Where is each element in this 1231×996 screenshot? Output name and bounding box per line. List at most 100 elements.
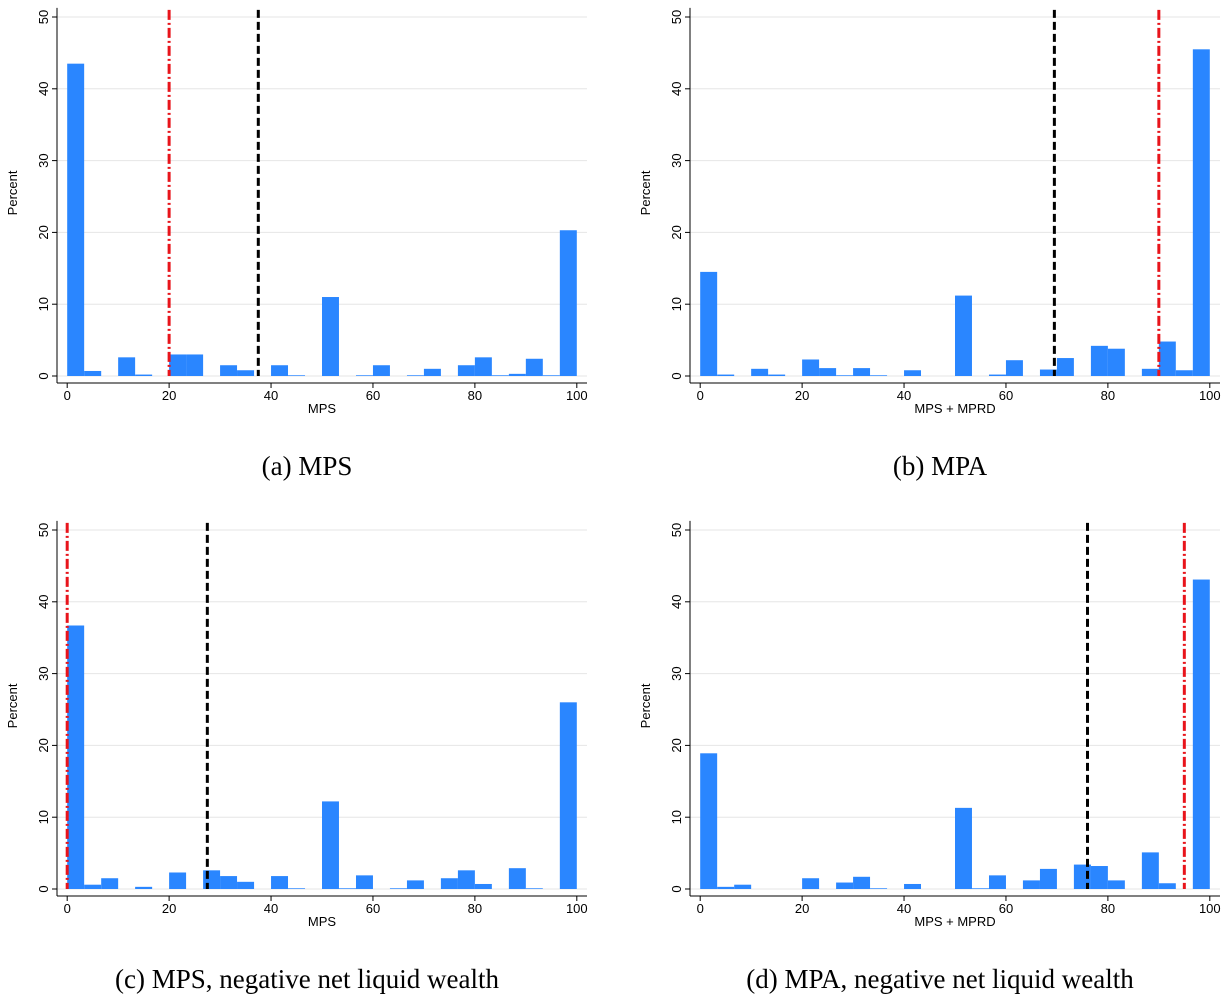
- bar: [322, 801, 339, 889]
- bar: [717, 374, 735, 376]
- bar: [474, 357, 492, 376]
- bar: [525, 358, 543, 376]
- bar: [237, 370, 255, 376]
- bar: [288, 888, 306, 889]
- bar: [355, 375, 373, 376]
- bar: [322, 297, 339, 376]
- bar: [457, 365, 475, 376]
- bar: [853, 876, 871, 889]
- panel: 0 10 20 30 40 50 0 20 40 60 80 100 MPS + MPRD Percent…: [638, 7, 1221, 481]
- bar: [988, 875, 1006, 889]
- bar: [971, 888, 989, 889]
- y-tick-label: 30: [36, 153, 51, 167]
- x-tick-label: 20: [795, 901, 809, 916]
- bar: [1192, 579, 1210, 889]
- bar: [853, 368, 871, 376]
- bar: [220, 365, 238, 376]
- bar: [1090, 345, 1108, 376]
- x-tick-label: 100: [1199, 388, 1221, 403]
- bar: [474, 883, 492, 889]
- bar: [1158, 341, 1176, 376]
- y-tick-label: 20: [36, 225, 51, 239]
- bar: [768, 374, 786, 376]
- bar: [389, 888, 407, 889]
- bar: [169, 872, 187, 889]
- bar: [457, 870, 475, 889]
- bar: [118, 357, 136, 376]
- bar: [559, 230, 577, 376]
- bar: [220, 876, 238, 889]
- x-tick-label: 60: [366, 388, 380, 403]
- bar: [508, 868, 526, 889]
- x-tick-label: 20: [795, 388, 809, 403]
- y-tick-label: 20: [36, 738, 51, 752]
- bar: [288, 375, 306, 376]
- x-tick-label: 0: [697, 901, 704, 916]
- bar: [491, 375, 509, 376]
- bar: [870, 888, 888, 889]
- bar: [1090, 866, 1108, 889]
- bar: [406, 375, 424, 376]
- bar: [802, 359, 820, 376]
- x-tick-label: 0: [697, 388, 704, 403]
- caption: (d) MPA, negative net liquid wealth: [746, 964, 1134, 994]
- bar: [955, 295, 972, 376]
- x-tick-label: 40: [897, 901, 911, 916]
- bar: [525, 888, 543, 889]
- x-tick-label: 40: [897, 388, 911, 403]
- caption: (a) MPS: [262, 451, 353, 481]
- bar: [355, 875, 373, 889]
- bar: [271, 876, 289, 889]
- bar: [406, 880, 424, 889]
- caption: (b) MPA: [893, 451, 988, 481]
- x-tick-label: 20: [162, 388, 176, 403]
- x-tick-label: 40: [264, 388, 278, 403]
- bar: [271, 365, 289, 376]
- y-tick-label: 0: [36, 885, 51, 892]
- panel: 0 10 20 30 40 50 0 20 40 60 80 100 MPS + MPRD Percent…: [638, 520, 1221, 994]
- y-tick-label: 30: [36, 666, 51, 680]
- y-tick-label: 40: [669, 82, 684, 96]
- y-tick-label: 10: [669, 810, 684, 824]
- bar: [955, 807, 972, 889]
- bar: [717, 886, 735, 889]
- y-tick-label: 50: [669, 10, 684, 24]
- bar: [203, 870, 221, 889]
- y-tick-label: 20: [669, 738, 684, 752]
- bar: [67, 63, 85, 377]
- bar: [423, 368, 441, 376]
- panel: 0 10 20 30 40 50 0 20 40 60 80 100 MPS Percent (c) MPS…: [5, 520, 588, 994]
- panel: 0 10 20 30 40 50 0 20 40 60 80 100 MPS Percent (a) MPS: [5, 7, 588, 481]
- bar: [67, 625, 85, 889]
- y-tick-label: 50: [36, 523, 51, 537]
- y-tick-label: 30: [669, 153, 684, 167]
- bar: [802, 878, 820, 889]
- bar: [904, 883, 922, 889]
- bar: [1158, 883, 1176, 889]
- x-tick-label: 80: [1101, 388, 1115, 403]
- bar: [1141, 368, 1159, 376]
- bar: [751, 368, 769, 376]
- y-tick-label: 30: [669, 666, 684, 680]
- bar: [84, 370, 102, 376]
- y-tick-label: 40: [36, 82, 51, 96]
- y-tick-label: 10: [36, 297, 51, 311]
- bar: [1022, 880, 1040, 889]
- y-tick-label: 10: [36, 810, 51, 824]
- bar: [372, 365, 390, 376]
- bar: [559, 702, 577, 889]
- bar: [1056, 358, 1074, 376]
- x-tick-label: 80: [468, 388, 482, 403]
- y-axis-title: Percent: [5, 683, 20, 728]
- bar: [542, 375, 560, 376]
- y-tick-label: 50: [669, 523, 684, 537]
- y-axis-title: Percent: [638, 170, 653, 215]
- bar: [1175, 370, 1193, 376]
- x-tick-label: 100: [566, 901, 588, 916]
- bar: [1192, 49, 1210, 377]
- bar: [84, 884, 102, 889]
- x-tick-label: 100: [1199, 901, 1221, 916]
- bar: [186, 354, 204, 376]
- x-axis-title: MPS: [308, 401, 337, 416]
- bar: [169, 354, 187, 376]
